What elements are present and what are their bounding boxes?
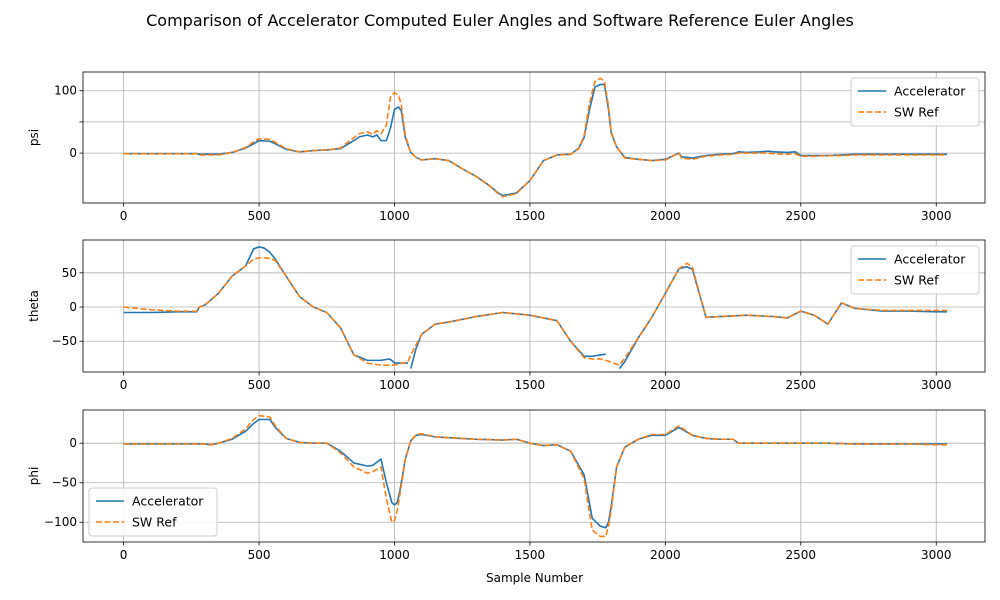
x-tick-label: 500 bbox=[248, 209, 271, 223]
y-axis-label-theta: theta bbox=[27, 290, 41, 322]
subplot-phi: 0 500 1000 1500 2000 2500 3000 −100 −50 0 phi Accel… bbox=[27, 409, 986, 562]
x-tick-label: 3000 bbox=[921, 378, 952, 392]
y-tick-label: 0 bbox=[69, 300, 77, 314]
x-tick-label: 0 bbox=[120, 378, 128, 392]
legend-psi: Accelerator SW Ref bbox=[850, 77, 980, 127]
series-line-sw-ref bbox=[123, 256, 948, 366]
legend-theta: Accelerator SW Ref bbox=[850, 245, 980, 295]
y-tick-label: 100 bbox=[54, 84, 77, 98]
series-lines-theta bbox=[123, 246, 948, 370]
series-line-sw-ref bbox=[123, 414, 948, 538]
x-tick-label: 1000 bbox=[379, 548, 410, 562]
axes-frame bbox=[82, 409, 986, 543]
legend-box bbox=[88, 487, 218, 537]
axes-frame bbox=[82, 239, 986, 373]
x-tick-label: 0 bbox=[120, 548, 128, 562]
x-tick-label: 2500 bbox=[786, 209, 817, 223]
x-tick-label: 1500 bbox=[515, 548, 546, 562]
legend-label: Accelerator bbox=[894, 252, 966, 267]
legend-label: SW Ref bbox=[894, 273, 939, 288]
x-tick-label: 3000 bbox=[921, 209, 952, 223]
figure-title: Comparison of Accelerator Computed Euler… bbox=[146, 11, 854, 30]
y-tick-label: 0 bbox=[69, 146, 77, 160]
x-tick-label: 1000 bbox=[379, 378, 410, 392]
x-tick-label: 2000 bbox=[650, 209, 681, 223]
axes-frame bbox=[82, 71, 986, 204]
x-tick-label: 500 bbox=[248, 378, 271, 392]
x-tick-label: 1000 bbox=[379, 209, 410, 223]
x-tick-label: 0 bbox=[120, 209, 128, 223]
legend-phi: Accelerator SW Ref bbox=[88, 487, 218, 537]
subplots: 0 500 1000 1500 2000 2500 30000100psiAccelerat… bbox=[27, 71, 986, 562]
y-tick-label: −100 bbox=[44, 515, 77, 529]
y-tick-label: −50 bbox=[52, 334, 77, 348]
y-tick-label: −50 bbox=[52, 476, 77, 490]
legend-label: SW Ref bbox=[894, 105, 939, 120]
subplot-theta: 0 500 1000 1500 2000 2500 3000 −50 0 50 theta Accel… bbox=[27, 239, 986, 392]
x-axis-label: Sample Number bbox=[486, 571, 583, 585]
subplot-psi: 0 500 1000 1500 2000 2500 3000 0 100 psi Accelerat… bbox=[27, 71, 986, 223]
y-tick-label: 50 bbox=[62, 266, 77, 280]
x-tick-label: 1500 bbox=[515, 378, 546, 392]
x-tick-label: 2500 bbox=[786, 548, 817, 562]
y-tick-label: 0 bbox=[69, 436, 77, 450]
series-lines-psi bbox=[123, 77, 948, 198]
series-line-sw-ref bbox=[123, 77, 948, 198]
x-tick-label: 2000 bbox=[650, 378, 681, 392]
legend-box bbox=[850, 77, 980, 127]
legend-box bbox=[850, 245, 980, 295]
legend-label: SW Ref bbox=[132, 515, 177, 530]
x-tick-label: 500 bbox=[248, 548, 271, 562]
x-tick-label: 3000 bbox=[921, 548, 952, 562]
legend-label: Accelerator bbox=[132, 494, 204, 509]
y-axis-label-psi: psi bbox=[27, 129, 41, 146]
x-tick-label: 1500 bbox=[515, 209, 546, 223]
x-tick-label: 2000 bbox=[650, 548, 681, 562]
legend-label: Accelerator bbox=[894, 84, 966, 99]
series-lines-phi bbox=[123, 414, 948, 538]
y-axis-label-phi: phi bbox=[27, 467, 41, 486]
x-tick-label: 2500 bbox=[786, 378, 817, 392]
